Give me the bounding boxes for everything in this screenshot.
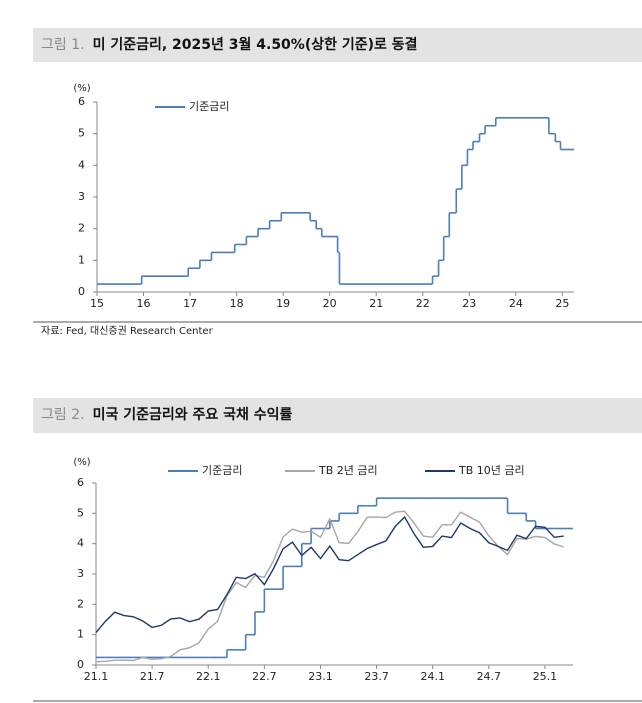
- x-tick-label: 24: [509, 297, 523, 310]
- x-tick-label: 22.7: [252, 670, 277, 683]
- y-tick-label: 1: [78, 253, 85, 266]
- legend-label: TB 2년 금리: [318, 464, 378, 477]
- y-tick-label: 1: [77, 628, 84, 641]
- x-tick-label: 21.7: [140, 670, 165, 683]
- x-tick-label: 20: [323, 297, 337, 310]
- x-tick-label: 22.1: [196, 670, 221, 683]
- y-axis-label: (%): [73, 457, 90, 468]
- y-axis-label: (%): [73, 83, 90, 94]
- x-tick-label: 21: [369, 297, 383, 310]
- x-tick-label: 24.7: [477, 670, 502, 683]
- x-tick-label: 25: [555, 297, 569, 310]
- y-tick-label: 3: [77, 567, 84, 580]
- y-tick-label: 6: [78, 95, 85, 108]
- x-tick-label: 19: [276, 297, 290, 310]
- x-tick-label: 24.1: [420, 670, 445, 683]
- series-line: [95, 515, 564, 633]
- y-tick-label: 5: [77, 506, 84, 519]
- chart-title: 미국 기준금리와 주요 국채 수익률: [93, 406, 293, 423]
- y-tick-label: 0: [77, 658, 84, 671]
- y-tick-label: 5: [78, 127, 85, 140]
- legend-label: 기준금리: [189, 100, 229, 113]
- legend-label: TB 10년 금리: [458, 464, 525, 477]
- x-tick-label: 23.7: [364, 670, 389, 683]
- figure-label: 그림 2.: [41, 407, 85, 423]
- y-tick-label: 6: [77, 476, 84, 489]
- caption-bar: [33, 28, 642, 62]
- x-tick-label: 23: [462, 297, 476, 310]
- y-tick-label: 4: [78, 158, 85, 171]
- x-tick-label: 17: [183, 297, 197, 310]
- y-tick-label: 3: [78, 190, 85, 203]
- x-tick-label: 18: [230, 297, 244, 310]
- x-tick-label: 25.1: [533, 670, 558, 683]
- chart-title: 미 기준금리, 2025년 3월 4.50%(상한 기준)로 동결: [93, 36, 418, 53]
- series-line: [95, 510, 564, 663]
- legend-label: 기준금리: [202, 464, 242, 477]
- y-tick-label: 4: [77, 537, 84, 550]
- x-tick-label: 16: [137, 297, 151, 310]
- source: 자료: Fed, 대신증권 Research Center: [41, 325, 214, 337]
- caption-bar: [33, 398, 642, 433]
- y-tick-label: 2: [78, 222, 85, 235]
- y-tick-label: 0: [78, 285, 85, 298]
- x-tick-label: 21.1: [84, 670, 109, 683]
- x-tick-label: 22: [416, 297, 430, 310]
- figure-label: 그림 1.: [41, 37, 85, 53]
- x-tick-label: 23.1: [308, 670, 333, 683]
- y-tick-label: 2: [77, 597, 84, 610]
- x-tick-label: 15: [90, 297, 104, 310]
